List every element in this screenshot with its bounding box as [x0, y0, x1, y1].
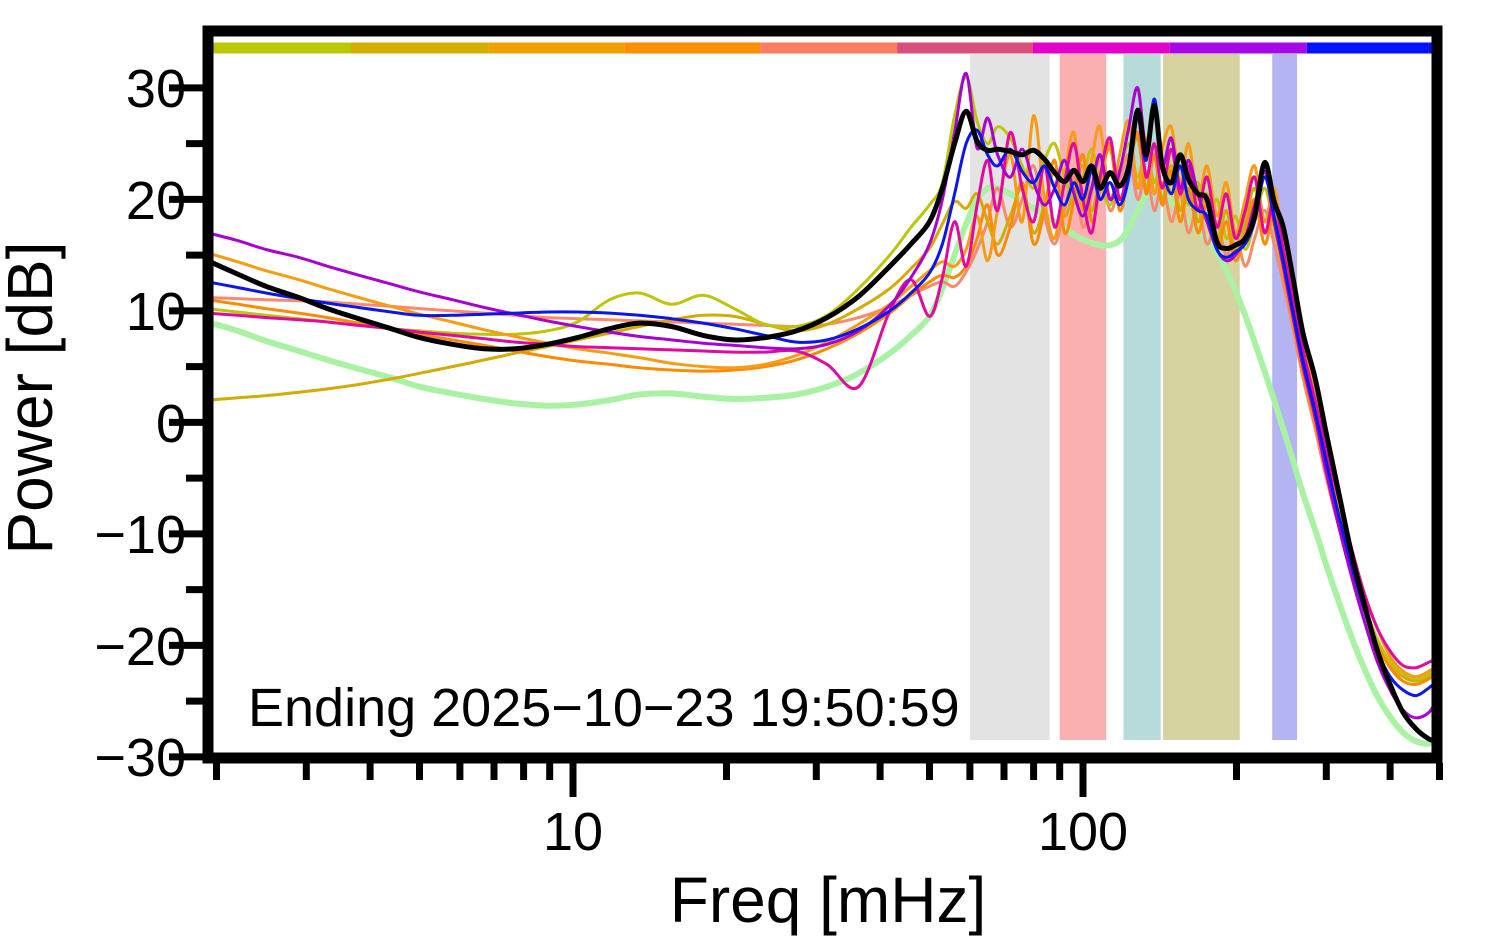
- ending-timestamp-annotation: Ending 2025−10−23 19:50:59: [248, 678, 960, 738]
- shaded-band-4: [1272, 54, 1298, 740]
- y-tick-label-neg10: −10: [94, 505, 186, 565]
- axis-ticks: [169, 84, 1443, 797]
- y-tick-label-neg20: −20: [94, 617, 186, 677]
- y-axis-title: Power [dB]: [0, 241, 66, 554]
- y-tick-label-20: 20: [126, 171, 186, 231]
- y-tick-label-10: 10: [126, 282, 186, 342]
- top-frequency-band-bar: [213, 42, 1432, 54]
- series-line-magenta: [213, 114, 1432, 670]
- plot-frame: [202, 25, 1443, 764]
- spectra-curves: [213, 71, 1432, 747]
- x-tick-label-10: 10: [543, 802, 603, 862]
- series-line-blue: [213, 97, 1432, 698]
- band-bar-segment-5: [897, 42, 1033, 54]
- series-line-black: [213, 103, 1432, 743]
- band-bar-segment-4: [760, 42, 898, 54]
- band-bar-segment-6: [1033, 42, 1170, 54]
- series-line-pale-green: [213, 184, 1432, 747]
- band-bar-segment-2: [488, 42, 625, 54]
- y-tick-label-0: 0: [156, 394, 186, 454]
- band-bar-segment-3: [624, 42, 761, 54]
- band-bar-segment-1: [351, 42, 489, 54]
- band-bar-segment-8: [1306, 42, 1432, 54]
- band-bar-segment-0: [213, 42, 351, 54]
- x-axis-title: Freq [mHz]: [670, 864, 986, 936]
- y-tick-label-neg30: −30: [94, 728, 186, 788]
- band-bar-segment-7: [1169, 42, 1307, 54]
- x-tick-label-100: 100: [1038, 802, 1128, 862]
- y-tick-label-30: 30: [126, 59, 186, 119]
